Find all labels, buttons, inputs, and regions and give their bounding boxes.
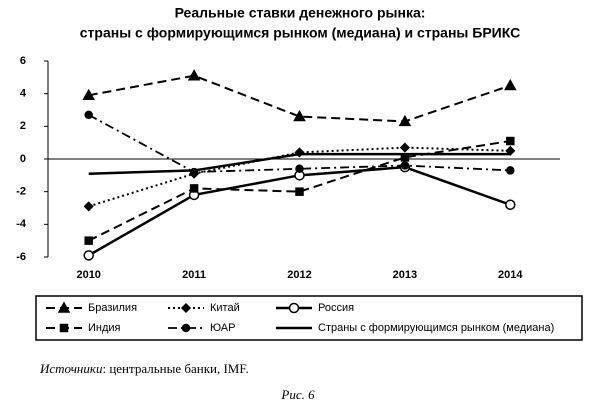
legend-label: Россия [318, 302, 354, 314]
data-point [83, 250, 94, 261]
y-tick-label: 6 [20, 55, 26, 67]
data-point [295, 164, 304, 174]
x-tick-label: 2011 [182, 269, 206, 281]
data-point [399, 142, 410, 153]
source-note: Источники: центральные банки, IMF. [39, 361, 249, 376]
data-point [400, 161, 410, 170]
x-tick-label: 2013 [393, 269, 417, 281]
data-point [506, 136, 515, 146]
y-tick-label: -6 [16, 251, 26, 263]
data-point [187, 69, 201, 81]
data-point [295, 187, 304, 196]
legend-marker [57, 301, 71, 313]
data-point [293, 109, 306, 122]
data-point [506, 166, 515, 175]
series-line [88, 140, 511, 242]
data-point [84, 236, 93, 245]
series-line [88, 74, 511, 123]
chart-title: Реальные ставки денежного рынка: [175, 5, 426, 21]
y-tick-label: -2 [16, 186, 26, 198]
chart-title: страны с формирующимся рынком (медиана) … [80, 25, 520, 41]
data-point [84, 110, 93, 120]
source-text: : центральные банки, IMF. [102, 361, 248, 376]
legend-label: Китай [210, 302, 240, 314]
data-point [83, 201, 94, 212]
legend-label: Страны с формирующимся рынком (медиана) [318, 322, 554, 334]
series-line [88, 114, 511, 173]
legend-marker [181, 323, 191, 333]
data-point [82, 88, 95, 101]
data-point [398, 114, 412, 127]
x-tick-label: 2014 [498, 269, 523, 281]
legend-box [35, 295, 583, 341]
legend-marker [180, 302, 192, 314]
y-tick-label: -4 [16, 218, 27, 230]
figure-caption: Рис. 6 [280, 387, 315, 402]
data-point [504, 78, 517, 91]
data-point [505, 199, 516, 210]
legend-marker [59, 323, 69, 333]
source-label: Источники [39, 361, 103, 376]
y-tick-label: 0 [20, 153, 26, 165]
y-tick-label: 2 [20, 120, 26, 132]
legend-marker [288, 302, 300, 314]
data-point [189, 184, 199, 193]
legend-label: Индия [88, 322, 121, 334]
x-tick-label: 2012 [287, 269, 311, 281]
legend-label: Бразилия [88, 302, 137, 314]
y-tick-label: 4 [20, 88, 27, 100]
series-line [88, 152, 511, 175]
legend-label: ЮАР [210, 322, 235, 334]
x-tick-label: 2010 [76, 269, 100, 281]
